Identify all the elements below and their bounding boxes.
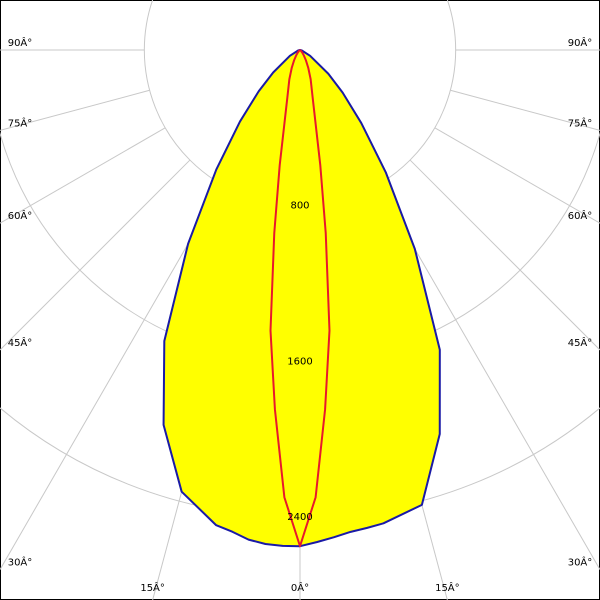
angle-label: 45Â° [8,336,33,349]
labels: 90Â° 75Â° 60Â° 45Â° 30Â° 15Â° 0Â° 15Â° 30Â° 45Â° 6… [8,36,593,594]
angle-label: 30Â° [568,556,593,569]
angle-label: 90Â° [568,36,593,49]
angle-grid-line [0,184,223,570]
angle-grid-line [0,89,150,131]
angle-label: 90Â° [8,36,33,49]
angle-label: 0Â° [291,581,309,594]
angle-grid-line [0,127,166,224]
intensity-curve [269,49,331,548]
angle-label: 30Â° [8,556,33,569]
curves [162,49,441,548]
angle-label: 45Â° [568,336,593,349]
angle-grid-line [434,127,600,224]
angle-label: 60Â° [568,209,593,222]
angle-label: 75Â° [568,116,593,129]
angle-label: 75Â° [8,116,33,129]
angle-grid-line [0,159,191,351]
angle-label: 15Â° [140,581,165,594]
radial-tick-label: 1600 [287,356,312,367]
angle-grid-line [409,159,600,351]
angle-label: 15Â° [435,581,460,594]
radial-tick-label: 2400 [287,512,312,523]
radial-tick-label: 800 [290,201,309,212]
angle-label: 60Â° [8,209,33,222]
angle-grid-line [450,89,600,131]
